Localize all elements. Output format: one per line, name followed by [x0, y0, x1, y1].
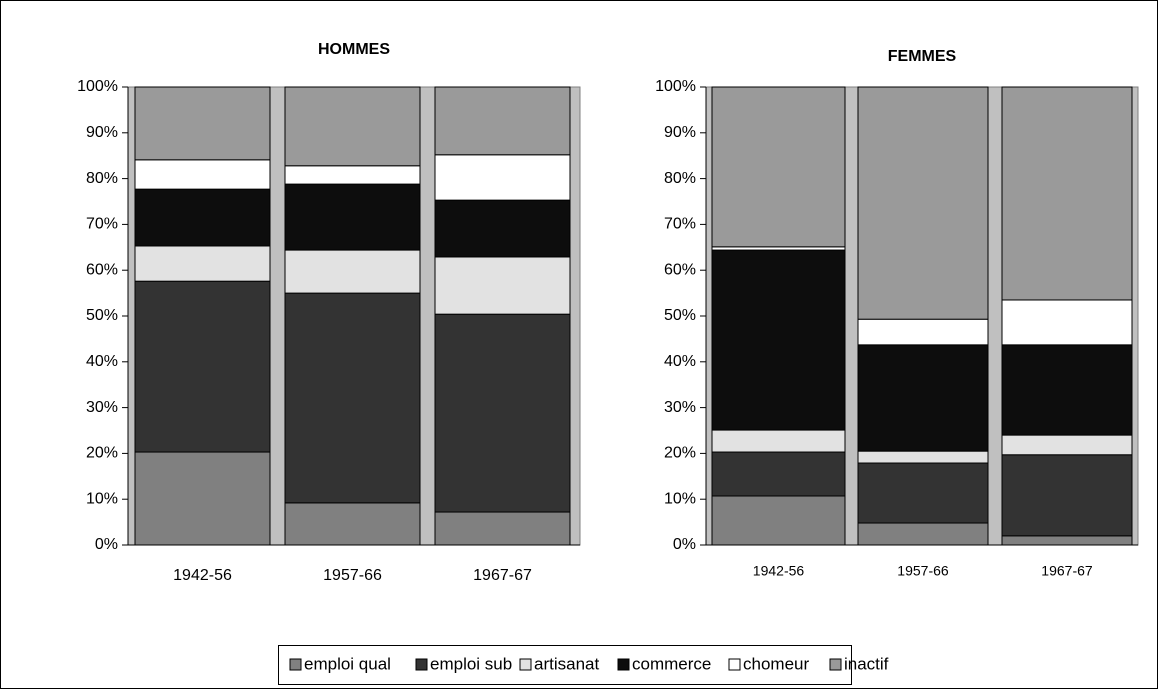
- bar-segment: [711, 249, 846, 431]
- y-tick-label: 40%: [86, 353, 118, 370]
- legend-box: [278, 645, 852, 685]
- bar-segment: [134, 245, 271, 282]
- bar-segment: [1001, 344, 1133, 436]
- y-tick-label: 60%: [86, 261, 118, 278]
- bar-segment: [1001, 535, 1133, 546]
- bar-segment: [434, 511, 571, 546]
- bar-segment: [134, 86, 271, 161]
- y-tick-label: 90%: [86, 124, 118, 141]
- bar-segment: [284, 502, 421, 546]
- y-tick-label: 80%: [86, 170, 118, 187]
- chart-title: HOMMES: [318, 41, 390, 58]
- x-tick-label: 1942-56: [173, 567, 232, 584]
- bar-segment: [284, 292, 421, 504]
- bar-segment: [134, 280, 271, 453]
- legend-swatch: [829, 658, 842, 671]
- y-tick-label: 60%: [664, 261, 696, 278]
- y-tick-label: 80%: [664, 170, 696, 187]
- y-tick-label: 70%: [86, 216, 118, 233]
- bar-segment: [434, 86, 571, 156]
- bar-segment: [284, 183, 421, 251]
- y-tick-label: 30%: [86, 399, 118, 416]
- y-tick-label: 30%: [664, 399, 696, 416]
- bar-segment: [711, 86, 846, 248]
- bar-segment: [711, 495, 846, 546]
- bar-segment: [284, 165, 421, 185]
- bar-segment: [434, 154, 571, 201]
- bar-segment: [434, 199, 571, 258]
- bar-segment: [284, 86, 421, 167]
- y-tick-label: 10%: [86, 490, 118, 507]
- bar-segment: [134, 159, 271, 190]
- y-tick-label: 0%: [673, 536, 696, 553]
- bar-segment: [857, 522, 989, 546]
- y-tick-label: 40%: [664, 353, 696, 370]
- y-tick-label: 20%: [664, 445, 696, 462]
- bar-segment: [857, 86, 989, 320]
- x-tick-label: 1967-67: [1041, 563, 1093, 579]
- x-tick-label: 1957-66: [897, 563, 949, 579]
- y-tick-label: 70%: [664, 216, 696, 233]
- x-tick-label: 1967-67: [473, 567, 532, 584]
- bar-segment: [857, 318, 989, 346]
- legend-label: commerce: [632, 654, 711, 673]
- bar-segment: [857, 344, 989, 452]
- bar-segment: [1001, 299, 1133, 346]
- legend-label: artisanat: [534, 654, 599, 673]
- legend-label: inactif: [844, 654, 889, 673]
- legend-swatch: [617, 658, 630, 671]
- y-tick-label: 90%: [664, 124, 696, 141]
- legend-swatch: [519, 658, 532, 671]
- bar-segment: [284, 249, 421, 294]
- y-tick-label: 100%: [655, 78, 696, 95]
- y-tick-label: 0%: [95, 536, 118, 553]
- bar-segment: [857, 462, 989, 524]
- legend-label: emploi sub: [430, 654, 512, 673]
- legend-swatch: [289, 658, 302, 671]
- bar-segment: [434, 256, 571, 315]
- y-tick-label: 50%: [86, 307, 118, 324]
- x-tick-label: 1957-66: [323, 567, 382, 584]
- x-tick-label: 1942-56: [753, 563, 805, 579]
- bar-segment: [1001, 434, 1133, 456]
- bar-segment: [1001, 86, 1133, 301]
- legend-swatch: [728, 658, 741, 671]
- bar-segment: [711, 429, 846, 453]
- bar-segment: [134, 188, 271, 247]
- y-tick-label: 20%: [86, 445, 118, 462]
- bar-segment: [1001, 454, 1133, 537]
- bar-segment: [434, 313, 571, 513]
- legend-swatch: [415, 658, 428, 671]
- y-tick-label: 10%: [664, 490, 696, 507]
- legend-label: emploi qual: [304, 654, 391, 673]
- bar-segment: [857, 450, 989, 464]
- chart-title: FEMMES: [888, 48, 957, 65]
- y-tick-label: 50%: [664, 307, 696, 324]
- bar-segment: [711, 451, 846, 497]
- bar-segment: [134, 451, 271, 546]
- y-tick-label: 100%: [77, 78, 118, 95]
- legend-label: chomeur: [743, 654, 809, 673]
